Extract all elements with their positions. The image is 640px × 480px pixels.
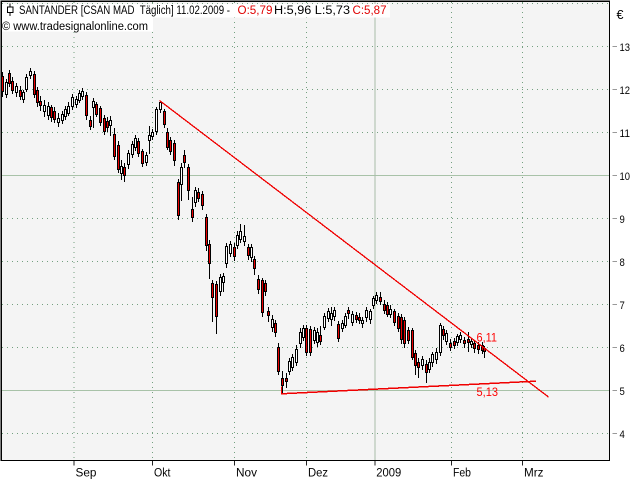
svg-text:2009: 2009 [376,468,401,480]
svg-text:4: 4 [620,429,625,441]
svg-text:SANTANDER [CSAN MAD Täglich]: SANTANDER [CSAN MAD Täglich] 11.02.2009 … [19,5,230,17]
svg-text:8: 8 [620,257,625,269]
svg-text:Okt: Okt [154,468,171,480]
svg-text:Sep: Sep [76,468,97,480]
svg-text:Feb: Feb [453,468,471,480]
svg-text:12: 12 [620,85,631,97]
svg-text:5: 5 [620,386,625,398]
svg-text:© www.tradesignalonline.com: © www.tradesignalonline.com [2,21,148,33]
svg-text:Nov: Nov [236,468,257,480]
svg-text:H:5,96 L:5,73: H:5,96 L:5,73 [274,5,350,17]
svg-text:6: 6 [620,343,625,355]
svg-text:C:5,87: C:5,87 [353,5,387,17]
svg-text:13: 13 [620,42,631,54]
svg-text:Dez: Dez [308,468,328,480]
svg-text:7: 7 [620,300,625,312]
svg-text:10: 10 [620,171,631,183]
svg-text:9: 9 [620,214,625,226]
svg-text:6,11: 6,11 [477,333,498,345]
svg-text:11: 11 [620,128,631,140]
svg-text:€: € [617,8,624,22]
svg-text:Mrz: Mrz [524,468,544,480]
svg-text:5,13: 5,13 [477,387,499,399]
svg-text:O:5,79: O:5,79 [238,5,273,17]
